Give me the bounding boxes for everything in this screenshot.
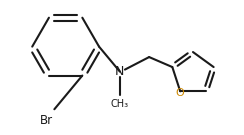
Text: Br: Br: [40, 114, 53, 127]
Text: O: O: [176, 88, 185, 98]
Text: N: N: [115, 65, 125, 78]
Text: CH₃: CH₃: [111, 99, 129, 109]
